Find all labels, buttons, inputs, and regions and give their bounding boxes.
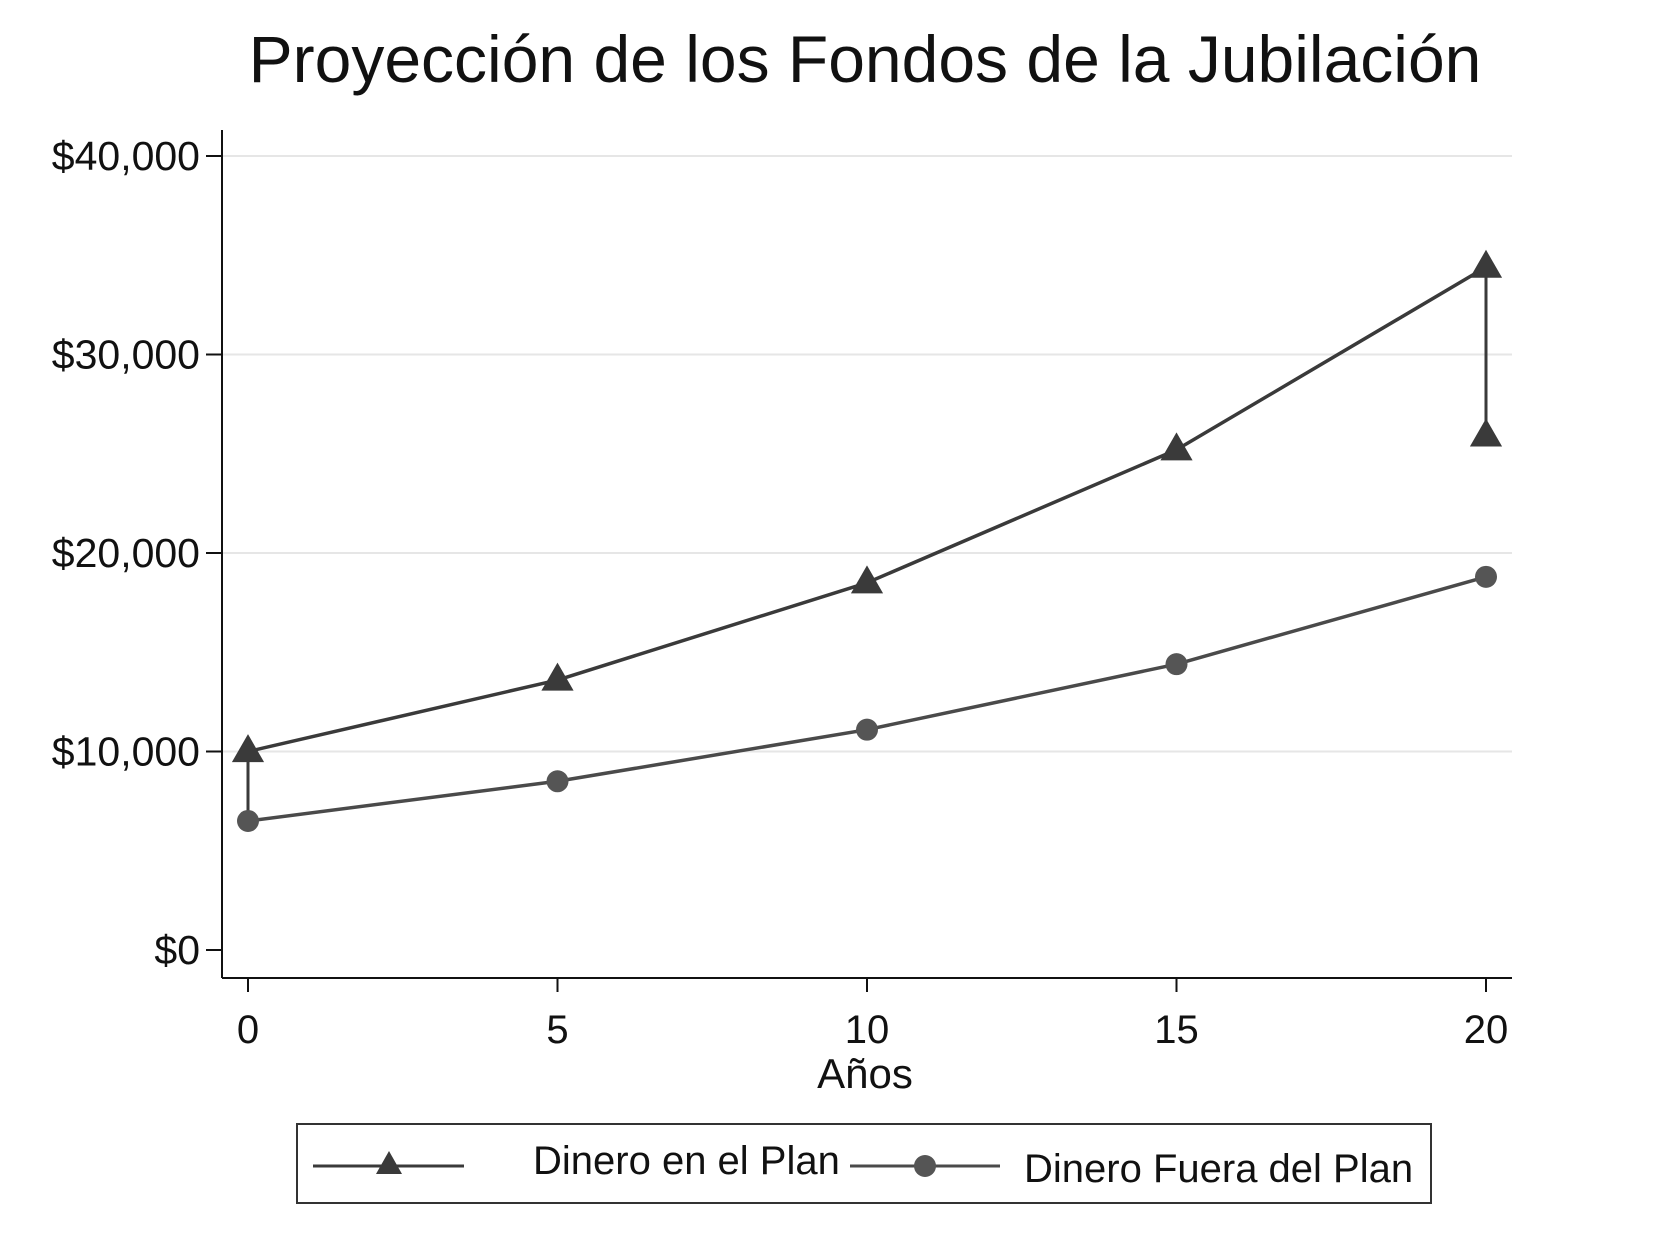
x-tick-label-3: 15 [1154, 1008, 1199, 1052]
point-dinero-fuera-del-plan-0 [237, 809, 259, 832]
legend-marker-circle-icon [914, 1155, 936, 1177]
point-dinero-en-el-plan-2 [850, 565, 884, 594]
point-dinero-fuera-del-plan-3 [1165, 653, 1188, 676]
legend-marker-triangle-icon [376, 1151, 402, 1174]
y-tick-label-4: $40,000 [52, 133, 200, 179]
x-tick-label-4: 20 [1464, 1008, 1509, 1052]
extra-triangle-marker-0 [1469, 418, 1503, 447]
legend: Dinero en el Plan Dinero Fuera del Plan [296, 1123, 1432, 1204]
legend-box [296, 1123, 1432, 1204]
connector-lines [246, 267, 1488, 821]
x-tick-label-2: 10 [845, 1008, 890, 1052]
y-tick-label-2: $20,000 [52, 530, 200, 576]
x-tick-label-0: 0 [237, 1008, 259, 1052]
x-tick-labels: 0 5 10 15 20 [237, 1008, 1508, 1052]
x-axis-label: Años [817, 1050, 913, 1097]
point-dinero-en-el-plan-3 [1160, 432, 1193, 461]
axes [206, 130, 1512, 992]
data-markers [231, 249, 1503, 832]
grid-lines [222, 155, 1512, 753]
series-line-dinero-fuera-del-plan [247, 575, 1487, 823]
series-line-dinero-en-el-plan [247, 265, 1487, 754]
legend-label-dinero-en-el-plan: Dinero en el Plan [533, 1139, 840, 1183]
point-dinero-fuera-del-plan-4 [1475, 565, 1497, 588]
chart-title: Proyección de los Fondos de la Jubilació… [249, 22, 1482, 96]
y-tick-label-0: $0 [154, 927, 200, 973]
x-tick-label-1: 5 [546, 1008, 568, 1052]
point-dinero-fuera-del-plan-1 [546, 770, 569, 793]
y-tick-label-1: $10,000 [52, 729, 200, 775]
point-dinero-en-el-plan-4 [1469, 249, 1503, 278]
y-tick-labels: $0 $10,000 $20,000 $30,000 $40,000 [52, 133, 200, 973]
point-dinero-en-el-plan-1 [541, 662, 574, 691]
legend-label-dinero-fuera-del-plan: Dinero Fuera del Plan [1024, 1147, 1413, 1191]
point-dinero-fuera-del-plan-2 [856, 718, 878, 741]
point-dinero-en-el-plan-0 [231, 734, 265, 763]
y-tick-label-3: $30,000 [52, 332, 200, 378]
